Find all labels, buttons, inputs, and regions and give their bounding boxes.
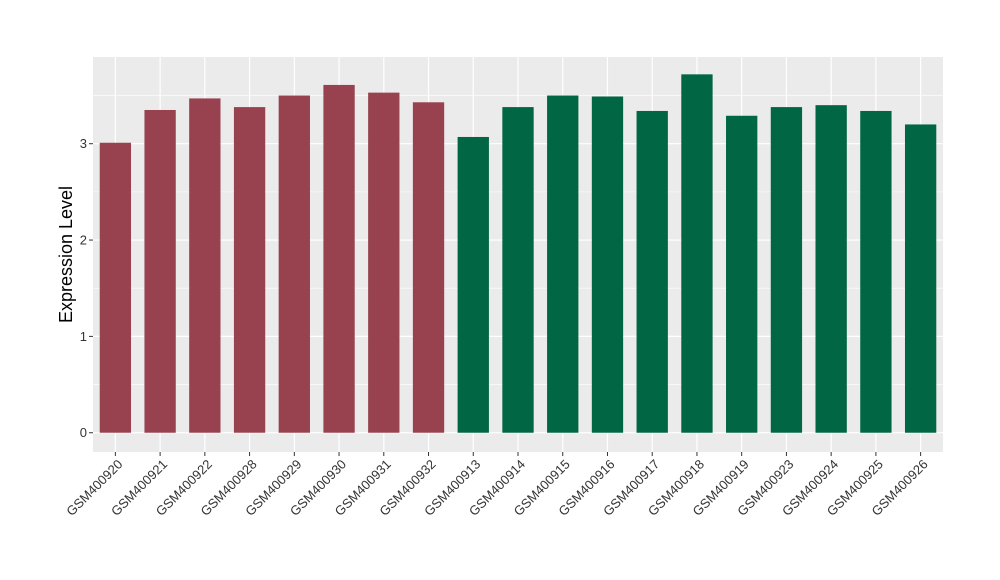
bar-GSM400929 [278,95,310,433]
bar-GSM400917 [636,110,668,433]
bar-GSM400928 [233,107,266,433]
bar-GSM400930 [323,84,355,433]
bar-GSM400932 [412,102,445,433]
bar-GSM400918 [681,74,713,433]
x-axis: GSM400920GSM400921GSM400922GSM400928GSM4… [63,452,931,519]
bar-GSM400920 [99,142,132,433]
bar-GSM400931 [368,92,400,433]
bar-GSM400921 [144,109,176,433]
y-tick-label: 3 [80,136,87,151]
bar-GSM400915 [547,95,579,433]
bar-GSM400923 [770,107,803,433]
bar-GSM400922 [189,98,221,433]
y-axis-title: Expression Level [56,186,76,323]
bar-GSM400919 [726,115,758,433]
bars [99,74,937,433]
bar-GSM400914 [502,107,534,433]
bar-GSM400916 [591,96,624,433]
bar-GSM400924 [815,105,847,433]
y-tick-label: 1 [80,329,87,344]
bar-GSM400913 [457,136,489,433]
y-tick-label: 2 [80,233,87,248]
y-axis: 0 1 2 3 [80,136,93,440]
y-tick-label: 0 [80,425,87,440]
bar-GSM400926 [904,124,937,433]
bar-GSM400925 [860,110,892,433]
